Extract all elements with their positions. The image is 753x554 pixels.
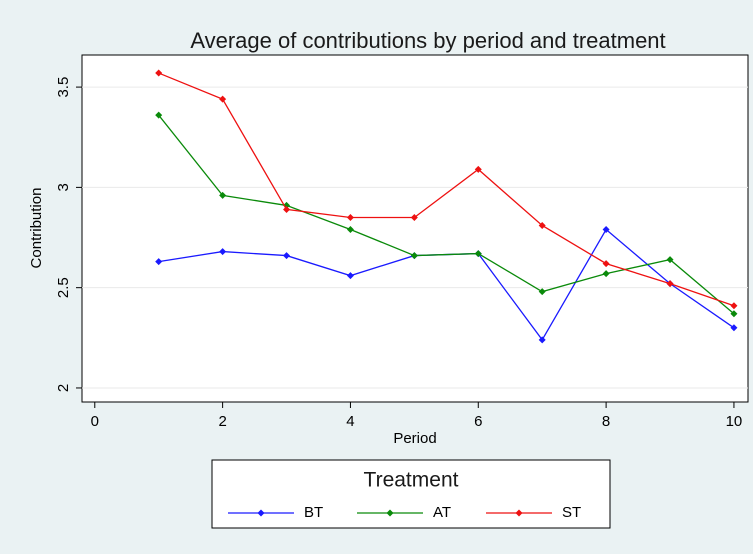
- data-point: [346, 213, 354, 221]
- x-tick-label: 10: [726, 413, 743, 430]
- data-point: [474, 250, 482, 258]
- data-point: [346, 272, 354, 280]
- data-point: [666, 256, 674, 264]
- y-axis-label: Contribution: [28, 188, 45, 269]
- data-point: [602, 226, 610, 234]
- data-point: [219, 248, 227, 256]
- data-point: [538, 288, 546, 296]
- data-point: [346, 226, 354, 234]
- series-line: [158, 114, 735, 315]
- legend-marker: [257, 509, 265, 517]
- data-point: [538, 221, 546, 229]
- plot-area: [81, 54, 749, 403]
- x-axis-label: Period: [393, 430, 436, 447]
- x-tick-label: 8: [602, 413, 610, 430]
- legend-label: AT: [433, 504, 451, 521]
- legend-title: Treatment: [364, 469, 459, 492]
- legend-label: ST: [562, 504, 581, 521]
- y-tick-label: 2.5: [55, 277, 72, 298]
- data-point: [602, 270, 610, 278]
- y-tick-label: 2: [55, 384, 72, 392]
- data-point: [410, 213, 418, 221]
- data-point: [155, 69, 163, 77]
- data-point: [219, 191, 227, 199]
- data-point: [283, 205, 291, 213]
- data-point: [283, 252, 291, 260]
- data-point: [730, 310, 738, 318]
- legend-marker: [515, 509, 523, 517]
- x-tick-label: 4: [346, 413, 354, 430]
- legend-label: BT: [304, 504, 323, 521]
- data-point: [219, 95, 227, 103]
- series-line: [158, 72, 735, 307]
- data-point: [155, 111, 163, 119]
- data-point: [410, 252, 418, 260]
- chart-title: Average of contributions by period and t…: [190, 28, 665, 53]
- data-point: [730, 302, 738, 310]
- data-point: [602, 260, 610, 268]
- data-point: [538, 336, 546, 344]
- data-point: [155, 258, 163, 266]
- data-point: [666, 280, 674, 288]
- data-point: [474, 165, 482, 173]
- x-tick-label: 0: [91, 413, 99, 430]
- y-tick-label: 3.5: [55, 77, 72, 98]
- x-tick-label: 6: [474, 413, 482, 430]
- y-tick-label: 3: [55, 183, 72, 191]
- legend-box: [211, 459, 611, 529]
- x-tick-label: 2: [218, 413, 226, 430]
- legend-marker: [386, 509, 394, 517]
- data-point: [730, 324, 738, 332]
